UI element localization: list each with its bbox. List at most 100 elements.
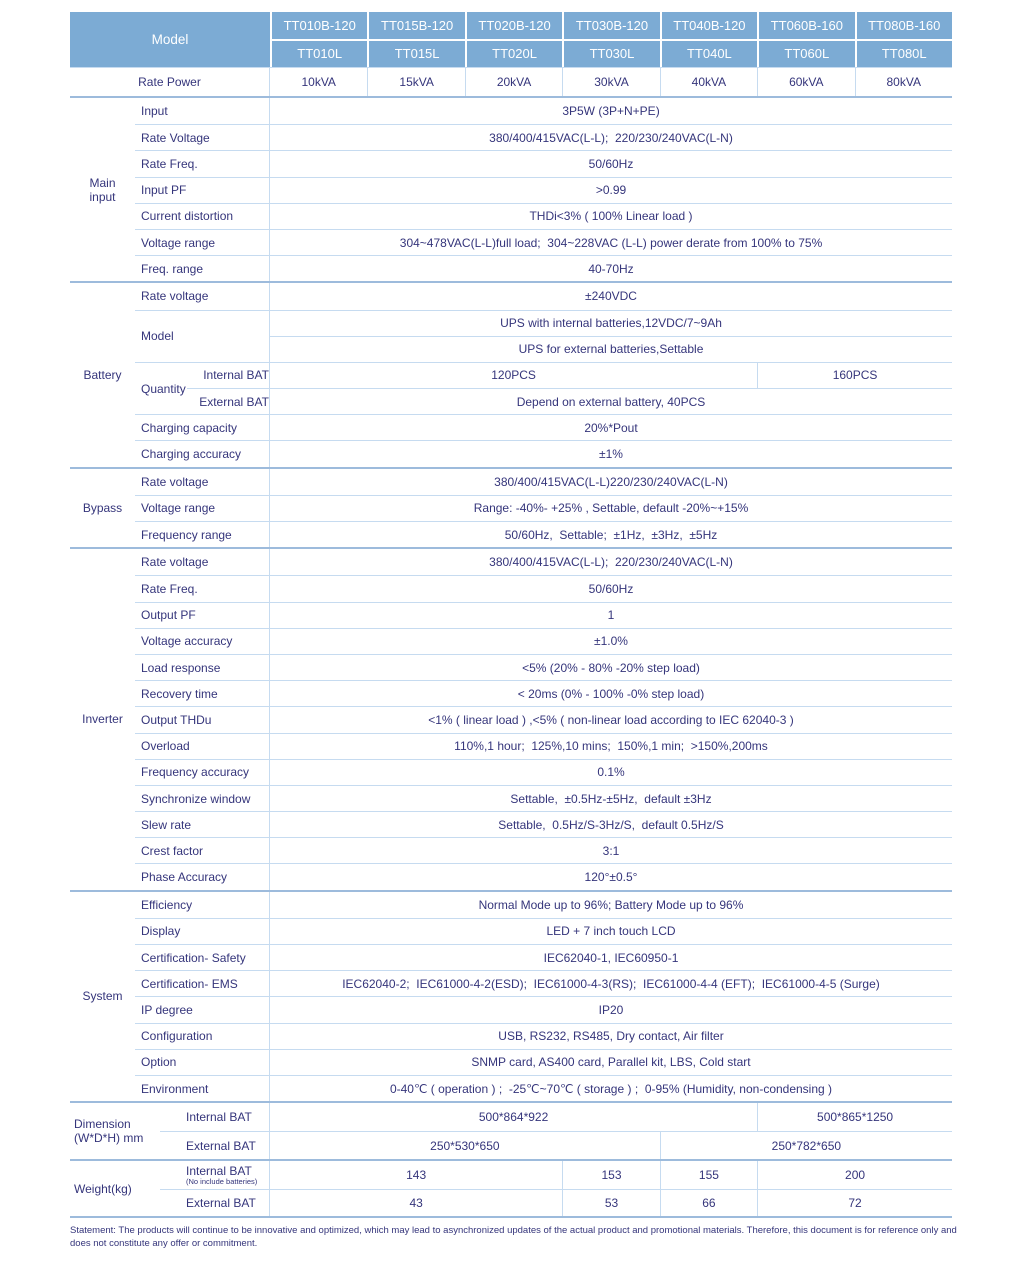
spec-table: Model TT010B-120 TT015B-120 TT020B-120 T… — [70, 12, 952, 1219]
section-weight: Weight(kg) Internal BAT (No include batt… — [70, 1159, 952, 1217]
model-name: TT080B-160 — [854, 12, 952, 39]
spec-label: Output PF — [135, 602, 270, 628]
section-label: Dimension (W*D*H) mm — [74, 1117, 144, 1146]
section-label: Bypass — [82, 500, 123, 515]
spec-label: Rate Freq. — [135, 576, 270, 602]
spec-label: Load response — [135, 654, 270, 681]
section-label: Battery — [83, 367, 122, 382]
spec-value: 0-40℃ ( operation ) ; -25℃~70℃ ( storage… — [389, 1081, 833, 1096]
spec-value: 200 — [757, 1161, 952, 1189]
model-name: TT030L — [562, 40, 660, 67]
spec-value: 143 — [406, 1167, 427, 1182]
model-name: TT060L — [757, 40, 855, 67]
table-row: Rate Voltage 380/400/415VAC(L-L); 220/23… — [135, 124, 952, 151]
rate-power-value: 20kVA — [464, 68, 562, 96]
spec-label: Phase Accuracy — [135, 864, 270, 890]
table-row: External BAT 43 53 66 72 — [160, 1188, 952, 1217]
table-row: External BAT 250*530*650 250*782*650 — [160, 1131, 952, 1160]
model-name: TT040L — [659, 40, 758, 67]
spec-label: Certification- EMS — [135, 971, 270, 997]
spec-value: LED + 7 inch touch LCD — [546, 924, 676, 939]
section-battery: Battery Rate voltage ±240VDC Model UPS w… — [70, 281, 952, 467]
spec-label: External BAT — [187, 389, 270, 415]
table-row: Input PF >0.99 — [135, 176, 952, 203]
table-row: Voltage range Range: -40%- +25% , Settab… — [135, 494, 952, 522]
section-dimension: Dimension (W*D*H) mm Internal BAT 500*86… — [70, 1101, 952, 1160]
section-label: System — [82, 989, 123, 1004]
model-name: TT020L — [464, 40, 563, 67]
spec-value: 50/60Hz — [588, 156, 634, 171]
spec-label: Internal BAT (No include batteries) — [160, 1161, 270, 1189]
spec-label-note: (No include batteries) — [186, 1176, 258, 1186]
rate-power-value: 40kVA — [659, 68, 757, 96]
spec-value: 155 — [659, 1161, 757, 1189]
rate-power-label: Rate Power — [70, 68, 270, 96]
model-name: TT015L — [367, 40, 465, 67]
spec-value: 500*864*922 — [478, 1110, 549, 1125]
table-row: Charging accuracy ±1% — [135, 440, 952, 467]
model-name: TT040B-120 — [659, 12, 758, 39]
spec-value: 0.1% — [597, 765, 625, 780]
spec-label: Voltage range — [135, 229, 270, 256]
spec-value: 153 — [562, 1161, 659, 1189]
spec-label: Configuration — [135, 1023, 270, 1049]
model-name: TT010B-120 — [270, 12, 368, 39]
spec-label: IP degree — [135, 997, 270, 1023]
rate-power-value: 30kVA — [562, 68, 659, 96]
spec-value: <1% ( linear load ) ,<5% ( non-linear lo… — [428, 712, 794, 727]
section-inverter: Inverter Rate voltage 380/400/415VAC(L-L… — [70, 547, 952, 890]
model-name: TT015B-120 — [367, 12, 465, 39]
spec-label: Quantity — [141, 381, 186, 396]
spec-label: Environment — [135, 1075, 270, 1102]
spec-value: IP20 — [598, 1003, 624, 1017]
spec-value: 66 — [659, 1189, 757, 1217]
spec-value: Normal Mode up to 96%; Battery Mode up t… — [478, 897, 744, 912]
spec-label: Input PF — [135, 177, 270, 203]
table-row: Certification- EMS IEC62040-2; IEC61000-… — [135, 970, 952, 997]
spec-label: Voltage range — [135, 495, 270, 522]
rate-power-value: 80kVA — [854, 68, 952, 96]
spec-value: 50/60Hz, Settable; ±1Hz, ±3Hz, ±5Hz — [504, 527, 718, 542]
spec-value: 500*865*1250 — [757, 1103, 952, 1132]
rate-power-value: 10kVA — [301, 75, 336, 89]
spec-label: Freq. range — [135, 256, 270, 282]
table-row: Freq. range 40-70Hz — [135, 255, 952, 282]
spec-label: Synchronize window — [135, 785, 270, 812]
spec-value: 250*530*650 — [430, 1138, 500, 1153]
spec-label: Crest factor — [135, 838, 270, 864]
spec-value: 250*782*650 — [659, 1132, 952, 1160]
spec-value: Range: -40%- +25% , Settable, default -2… — [473, 501, 749, 516]
spec-label: Display — [135, 918, 270, 945]
spec-value: 380/400/415VAC(L-L); 220/230/240VAC(L-N) — [489, 555, 733, 570]
spec-label: Option — [135, 1049, 270, 1075]
spec-value: 120°±0.5° — [584, 870, 638, 885]
table-row: Rate Freq. 50/60Hz — [135, 575, 952, 602]
table-row: Output THDu <1% ( linear load ) ,<5% ( n… — [135, 706, 952, 733]
table-row: Frequency accuracy 0.1% — [135, 758, 952, 785]
spec-label: Certification- Safety — [135, 945, 270, 971]
spec-value: Settable, ±0.5Hz-±5Hz, default ±3Hz — [510, 791, 712, 806]
model-columns: TT010B-120 TT015B-120 TT020B-120 TT030B-… — [270, 12, 952, 67]
table-row: Output PF 1 — [135, 601, 952, 628]
spec-label: Frequency range — [135, 522, 270, 548]
spec-value: 3P5W (3P+N+PE) — [562, 104, 660, 119]
table-row: Rate voltage ±240VDC — [135, 283, 952, 310]
spec-value: 1 — [607, 608, 615, 623]
spec-label: Frequency accuracy — [135, 759, 270, 785]
spec-label: External BAT — [160, 1189, 270, 1217]
spec-value: 380/400/415VAC(L-L); 220/230/240VAC(L-N) — [489, 130, 733, 145]
table-row: Configuration USB, RS232, RS485, Dry con… — [135, 1022, 952, 1049]
spec-label: Model — [135, 310, 270, 362]
model-name: TT060B-160 — [757, 12, 855, 39]
spec-value: ±1.0% — [594, 634, 628, 649]
spec-label: Input — [135, 98, 270, 125]
spec-label: Slew rate — [135, 812, 270, 838]
table-row: Phase Accuracy 120°±0.5° — [135, 863, 952, 890]
rate-power-value: 60kVA — [757, 68, 854, 96]
table-row: Voltage accuracy ±1.0% — [135, 627, 952, 654]
rate-power-value: 15kVA — [367, 68, 464, 96]
spec-value: 110%,1 hour; 125%,10 mins; 150%,1 min; >… — [454, 739, 768, 754]
spec-value: >0.99 — [595, 183, 627, 198]
spec-value: ±240VDC — [585, 289, 637, 304]
section-bypass: Bypass Rate voltage 380/400/415VAC(L-L)2… — [70, 466, 952, 548]
